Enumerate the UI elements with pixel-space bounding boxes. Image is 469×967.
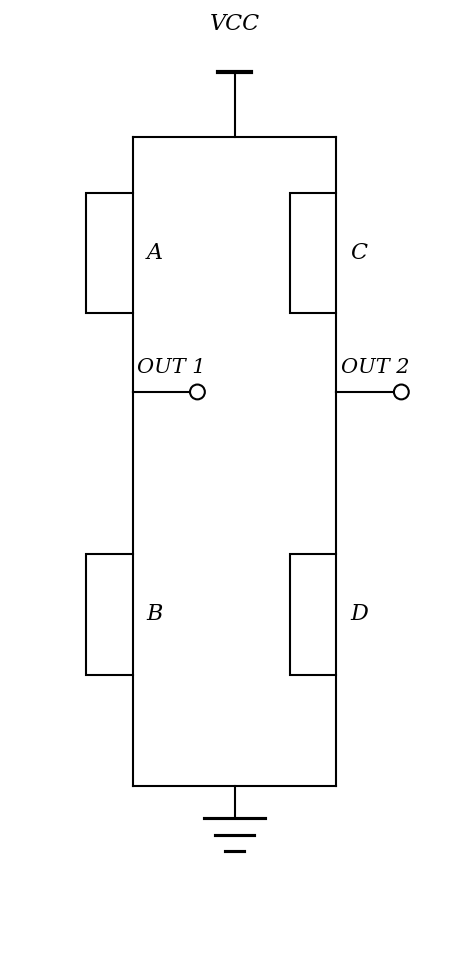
Circle shape	[394, 385, 409, 399]
Text: OUT 1: OUT 1	[137, 358, 206, 377]
Text: D: D	[350, 603, 368, 626]
Text: OUT 2: OUT 2	[341, 358, 409, 377]
Bar	[86, 192, 133, 313]
Circle shape	[190, 385, 205, 399]
Bar	[290, 192, 336, 313]
Bar	[290, 554, 336, 675]
Text: B: B	[146, 603, 163, 626]
Text: A: A	[146, 242, 163, 264]
Bar	[86, 554, 133, 675]
Text: C: C	[350, 242, 367, 264]
Text: VCC: VCC	[210, 14, 259, 35]
